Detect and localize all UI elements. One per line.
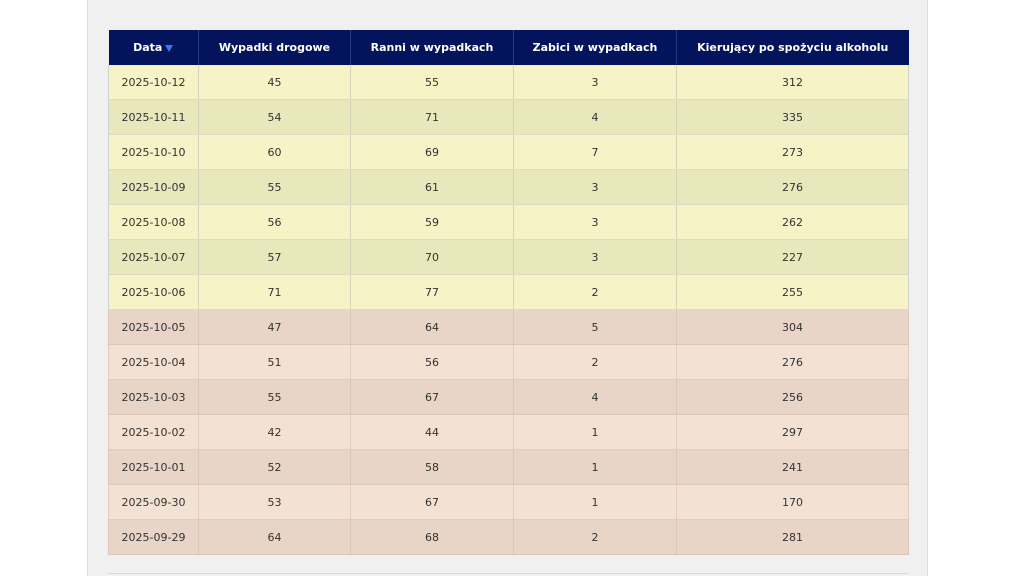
next-section-divider <box>108 573 908 574</box>
table-row: 2025-10-03 55 67 4 256 <box>108 379 909 415</box>
cell-date: 2025-09-29 <box>108 519 199 555</box>
table-row: 2025-10-02 42 44 1 297 <box>108 414 909 450</box>
cell-accidents: 55 <box>198 169 351 205</box>
table-row: 2025-10-06 71 77 2 255 <box>108 274 909 310</box>
cell-date: 2025-10-07 <box>108 239 199 275</box>
cell-injured: 64 <box>350 309 514 345</box>
cell-killed: 2 <box>513 519 677 555</box>
cell-drunk-drivers: 335 <box>676 99 909 135</box>
cell-date: 2025-10-09 <box>108 169 199 205</box>
cell-injured: 77 <box>350 274 514 310</box>
cell-accidents: 53 <box>198 484 351 520</box>
cell-injured: 59 <box>350 204 514 240</box>
column-header-accidents[interactable]: Wypadki drogowe <box>198 30 351 65</box>
cell-drunk-drivers: 281 <box>676 519 909 555</box>
table-row: 2025-10-09 55 61 3 276 <box>108 169 909 205</box>
cell-date: 2025-10-12 <box>108 65 199 100</box>
cell-accidents: 47 <box>198 309 351 345</box>
cell-drunk-drivers: 170 <box>676 484 909 520</box>
cell-injured: 70 <box>350 239 514 275</box>
cell-accidents: 57 <box>198 239 351 275</box>
cell-injured: 44 <box>350 414 514 450</box>
cell-accidents: 51 <box>198 344 351 380</box>
cell-drunk-drivers: 255 <box>676 274 909 310</box>
table-row: 2025-10-04 51 56 2 276 <box>108 344 909 380</box>
column-header-date-label: Data <box>133 41 163 54</box>
cell-date: 2025-10-02 <box>108 414 199 450</box>
cell-date: 2025-10-05 <box>108 309 199 345</box>
cell-accidents: 60 <box>198 134 351 170</box>
cell-injured: 71 <box>350 99 514 135</box>
table-row: 2025-10-05 47 64 5 304 <box>108 309 909 345</box>
cell-drunk-drivers: 227 <box>676 239 909 275</box>
column-header-killed[interactable]: Zabici w wypadkach <box>513 30 677 65</box>
cell-date: 2025-10-11 <box>108 99 199 135</box>
cell-accidents: 55 <box>198 379 351 415</box>
table-row: 2025-10-01 52 58 1 241 <box>108 449 909 485</box>
cell-killed: 2 <box>513 274 677 310</box>
cell-accidents: 52 <box>198 449 351 485</box>
cell-date: 2025-10-01 <box>108 449 199 485</box>
cell-killed: 5 <box>513 309 677 345</box>
cell-injured: 56 <box>350 344 514 380</box>
cell-injured: 67 <box>350 379 514 415</box>
cell-killed: 3 <box>513 204 677 240</box>
cell-killed: 3 <box>513 65 677 100</box>
cell-date: 2025-10-08 <box>108 204 199 240</box>
table-row: 2025-10-11 54 71 4 335 <box>108 99 909 135</box>
cell-accidents: 71 <box>198 274 351 310</box>
cell-date: 2025-10-03 <box>108 379 199 415</box>
table-header: Data Wypadki drogowe Ranni w wypadkach Z… <box>108 30 909 65</box>
cell-injured: 69 <box>350 134 514 170</box>
cell-injured: 67 <box>350 484 514 520</box>
accident-stats-table: Data Wypadki drogowe Ranni w wypadkach Z… <box>108 30 909 555</box>
column-header-injured[interactable]: Ranni w wypadkach <box>350 30 514 65</box>
cell-injured: 61 <box>350 169 514 205</box>
table-row: 2025-09-29 64 68 2 281 <box>108 519 909 555</box>
table-row: 2025-10-07 57 70 3 227 <box>108 239 909 275</box>
cell-date: 2025-10-10 <box>108 134 199 170</box>
cell-injured: 68 <box>350 519 514 555</box>
cell-killed: 1 <box>513 449 677 485</box>
cell-drunk-drivers: 276 <box>676 169 909 205</box>
cell-drunk-drivers: 276 <box>676 344 909 380</box>
table-body: 2025-10-12 45 55 3 312 2025-10-11 54 71 … <box>108 65 909 555</box>
cell-date: 2025-09-30 <box>108 484 199 520</box>
cell-drunk-drivers: 241 <box>676 449 909 485</box>
cell-date: 2025-10-06 <box>108 274 199 310</box>
cell-drunk-drivers: 312 <box>676 65 909 100</box>
cell-killed: 3 <box>513 239 677 275</box>
cell-accidents: 54 <box>198 99 351 135</box>
cell-accidents: 42 <box>198 414 351 450</box>
cell-accidents: 56 <box>198 204 351 240</box>
cell-drunk-drivers: 262 <box>676 204 909 240</box>
cell-killed: 3 <box>513 169 677 205</box>
cell-injured: 55 <box>350 65 514 100</box>
sort-desc-icon[interactable] <box>165 45 174 52</box>
cell-killed: 4 <box>513 379 677 415</box>
cell-drunk-drivers: 304 <box>676 309 909 345</box>
table-row: 2025-09-30 53 67 1 170 <box>108 484 909 520</box>
cell-accidents: 64 <box>198 519 351 555</box>
cell-injured: 58 <box>350 449 514 485</box>
cell-killed: 2 <box>513 344 677 380</box>
cell-date: 2025-10-04 <box>108 344 199 380</box>
cell-killed: 7 <box>513 134 677 170</box>
table-row: 2025-10-12 45 55 3 312 <box>108 65 909 100</box>
column-header-date[interactable]: Data <box>108 30 199 65</box>
header-row: Data Wypadki drogowe Ranni w wypadkach Z… <box>108 30 909 65</box>
cell-drunk-drivers: 273 <box>676 134 909 170</box>
cell-killed: 4 <box>513 99 677 135</box>
table-row: 2025-10-10 60 69 7 273 <box>108 134 909 170</box>
table-row: 2025-10-08 56 59 3 262 <box>108 204 909 240</box>
cell-accidents: 45 <box>198 65 351 100</box>
cell-killed: 1 <box>513 414 677 450</box>
cell-drunk-drivers: 256 <box>676 379 909 415</box>
cell-drunk-drivers: 297 <box>676 414 909 450</box>
cell-killed: 1 <box>513 484 677 520</box>
column-header-drunk-drivers[interactable]: Kierujący po spożyciu alkoholu <box>676 30 909 65</box>
